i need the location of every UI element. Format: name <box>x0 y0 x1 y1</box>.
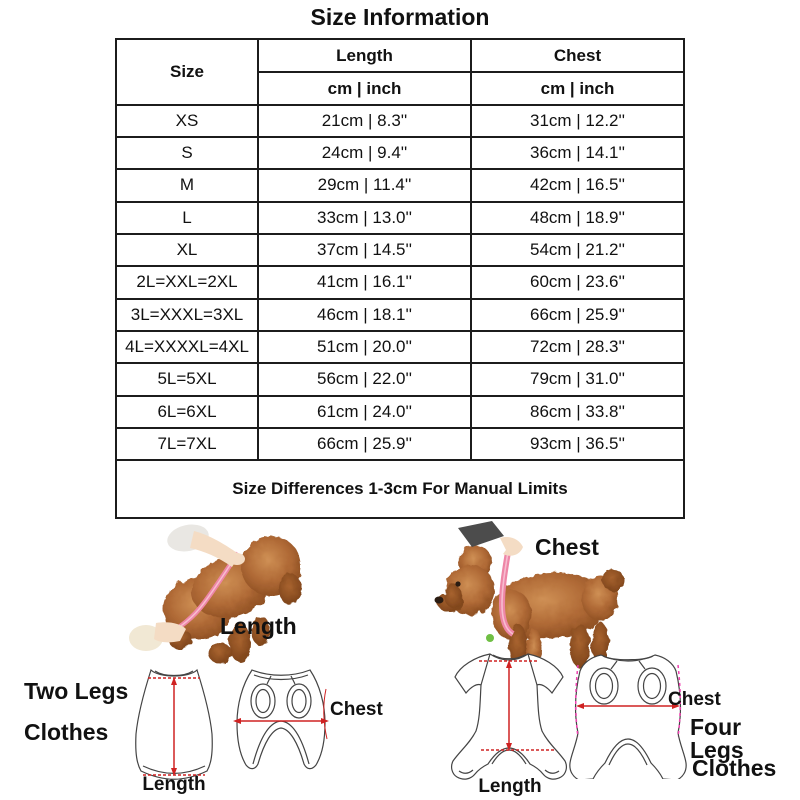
length-cell: 46cm | 18.1'' <box>257 297 472 332</box>
length-cell: 51cm | 20.0'' <box>257 329 472 365</box>
table-footer-row: Size Differences 1-3cm For Manual Limits <box>115 459 685 519</box>
col-header-length: Length <box>257 37 472 74</box>
table-row: S 24cm | 9.4'' 36cm | 14.1'' <box>115 135 685 171</box>
length-cell: 21cm | 8.3'' <box>257 103 472 139</box>
hand <box>229 553 245 565</box>
two-legs-front-diagram <box>233 669 329 770</box>
size-cell: 2L=XXL=2XL <box>115 265 259 300</box>
nose <box>434 596 444 604</box>
table-header-row: Size Length Chest <box>115 37 685 106</box>
table-row: 5L=5XL 56cm | 22.0'' 79cm | 31.0'' <box>115 362 685 397</box>
col-header-size: Size <box>115 38 259 106</box>
table-row: XL 37cm | 14.5'' 54cm | 21.2'' <box>115 232 685 268</box>
four-legs-caption-line2: Clothes <box>692 755 777 781</box>
subheader-length-units: cm | inch <box>257 71 472 106</box>
size-cell: 5L=5XL <box>115 362 259 397</box>
chest-cell: 72cm | 28.3'' <box>470 329 685 365</box>
chest-cell: 42cm | 16.5'' <box>470 168 685 203</box>
size-cell: L <box>115 200 259 235</box>
table-subheader-row: cm | inch cm | inch <box>116 71 685 106</box>
four-legs-caption-line1: Four Legs <box>690 714 744 763</box>
size-note: Size Differences 1-3cm For Manual Limits <box>115 459 685 519</box>
table-row: M 29cm | 11.4'' 42cm | 16.5'' <box>115 168 685 203</box>
length-cell: 66cm | 25.9'' <box>257 426 472 462</box>
length-cell: 37cm | 14.5'' <box>257 232 472 268</box>
size-cell: XL <box>115 232 259 268</box>
dog-length-photo <box>129 524 301 663</box>
table-row: XS 21cm | 8.3'' 31cm | 12.2'' <box>115 103 685 139</box>
dog-chest-photo <box>434 521 624 669</box>
length-cell: 56cm | 22.0'' <box>257 362 472 397</box>
tag <box>486 634 494 642</box>
size-cell: 6L=6XL <box>115 394 259 429</box>
size-table: Size Length Chest cm | inch cm | inch XS… <box>115 37 685 519</box>
size-cell: 7L=7XL <box>115 426 259 462</box>
size-cell: XS <box>115 103 259 139</box>
sleeve <box>458 521 504 547</box>
two-legs-chest-label: Chest <box>330 699 383 720</box>
chest-cell: 54cm | 21.2'' <box>470 232 685 268</box>
chest-cell: 48cm | 18.9'' <box>470 200 685 235</box>
size-cell: 3L=XXXL=3XL <box>115 297 259 332</box>
two-legs-caption-line1: Two Legs <box>24 678 129 704</box>
hand <box>500 537 523 556</box>
length-cell: 61cm | 24.0'' <box>257 394 472 429</box>
size-cell: M <box>115 168 259 203</box>
table-row: 2L=XXL=2XL 41cm | 16.1'' 60cm | 23.6'' <box>115 265 685 300</box>
chest-photo-label: Chest <box>535 534 599 560</box>
two-legs-back-diagram <box>135 668 213 780</box>
table-row: 6L=6XL 61cm | 24.0'' 86cm | 33.8'' <box>115 394 685 429</box>
page-title: Size Information <box>310 4 490 30</box>
eye <box>455 581 461 587</box>
table-row: L 33cm | 13.0'' 48cm | 18.9'' <box>115 200 685 235</box>
two-legs-caption-line2: Clothes <box>24 719 109 745</box>
size-cell: 4L=XXXXL=4XL <box>115 329 259 365</box>
chest-cell: 86cm | 33.8'' <box>470 394 685 429</box>
four-legs-back-diagram <box>451 653 567 780</box>
length-photo-label: Length <box>220 613 297 639</box>
table-row: 7L=7XL 66cm | 25.9'' 93cm | 36.5'' <box>115 426 685 462</box>
size-cell: S <box>115 135 259 171</box>
table-row: 3L=XXXL=3XL 46cm | 18.1'' 66cm | 25.9'' <box>115 297 685 332</box>
chest-cell: 66cm | 25.9'' <box>470 297 685 332</box>
measuring-tape-highlight <box>501 551 514 635</box>
chest-cell: 36cm | 14.1'' <box>470 135 685 171</box>
length-cell: 33cm | 13.0'' <box>257 200 472 235</box>
chest-cell: 60cm | 23.6'' <box>470 265 685 300</box>
chest-cell: 31cm | 12.2'' <box>470 103 685 139</box>
arm <box>190 531 240 567</box>
lower-sleeve <box>129 625 163 651</box>
dog-body <box>163 536 301 663</box>
table-row: 4L=XXXXL=4XL 51cm | 20.0'' 72cm | 28.3'' <box>115 329 685 365</box>
chest-cell: 79cm | 31.0'' <box>470 362 685 397</box>
subheader-chest-units: cm | inch <box>470 71 685 106</box>
length-cell: 24cm | 9.4'' <box>257 135 472 171</box>
chest-cell: 93cm | 36.5'' <box>470 426 685 462</box>
lower-hand <box>154 622 186 643</box>
dog-body <box>437 545 624 669</box>
two-legs-length-label: Length <box>142 774 206 795</box>
four-legs-length-label: Length <box>478 776 542 797</box>
length-cell: 41cm | 16.1'' <box>257 265 472 300</box>
four-legs-front-diagram <box>569 654 687 779</box>
four-legs-chest-label: Chest <box>668 689 721 710</box>
col-header-chest: Chest <box>470 37 685 74</box>
length-cell: 29cm | 11.4'' <box>257 168 472 203</box>
